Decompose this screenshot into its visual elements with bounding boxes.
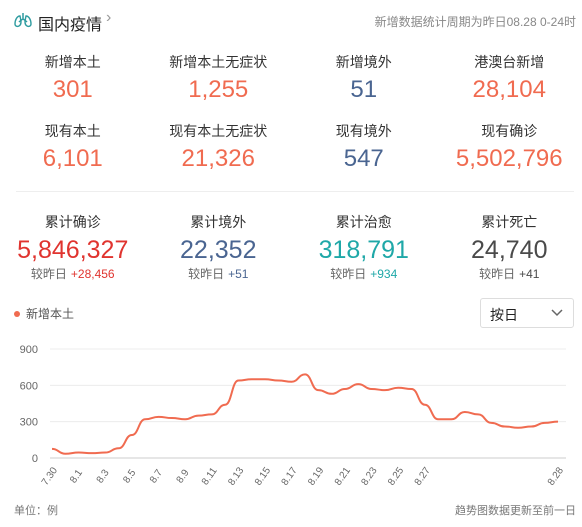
y-tick-label: 0	[32, 453, 38, 465]
x-tick-label: 8.19	[306, 465, 326, 488]
stat-label: 累计死亡	[481, 214, 538, 230]
stat-card: 累计死亡 24,740 较昨日 +41	[437, 213, 582, 282]
chart-legend[interactable]: 新增本土	[14, 305, 74, 322]
stat-card: 新增本土无症状 1,255	[146, 53, 292, 105]
x-tick-label: 8.15	[253, 465, 273, 488]
stat-value: 1,255	[188, 76, 249, 103]
stat-delta: 较昨日 +28,456	[0, 265, 146, 282]
delta-value: +28,456	[70, 267, 115, 281]
stat-card: 累计治愈 318,791 较昨日 +934	[291, 213, 437, 282]
stats-row-total: 累计确诊 5,846,327 较昨日 +28,456 累计境外 22,352 较昨日 +51…	[0, 213, 582, 282]
stat-card: 累计确诊 5,846,327 较昨日 +28,456	[0, 213, 146, 282]
stats-row-current: 现有本土 6,101 现有本土无症状 21,326 现有境外 547 现有确诊 5,50…	[0, 122, 582, 174]
stat-value: 6,101	[42, 145, 103, 172]
delta-label: 较昨日	[330, 267, 367, 281]
x-tick-label: 8.28	[546, 465, 566, 488]
x-tick-label: 8.7	[148, 467, 165, 485]
stat-label: 现有境外	[335, 123, 392, 139]
x-tick-label: 8.13	[226, 465, 246, 488]
stats-row-new: 新增本土 301 新增本土无症状 1,255 新增境外 51 港澳台新增 28,104	[0, 53, 582, 105]
stat-value: 22,352	[180, 236, 257, 264]
stat-value: 28,104	[472, 76, 546, 103]
delta-value: +934	[370, 267, 398, 281]
x-tick-label: 8.17	[280, 465, 300, 488]
divider	[16, 191, 574, 192]
y-tick-label: 600	[20, 380, 38, 392]
period-select[interactable]: 按日	[480, 298, 574, 328]
stat-label: 现有本土	[44, 123, 101, 139]
stat-card: 新增境外 51	[291, 53, 437, 105]
unit-label: 单位：例	[14, 505, 58, 517]
y-tick-label: 300	[20, 417, 38, 429]
stat-card: 累计境外 22,352 较昨日 +51	[146, 213, 292, 282]
stat-period-note: 新增数据统计周期为昨日08.28 0-24时	[374, 15, 576, 29]
x-tick-label: 8.25	[386, 465, 406, 488]
stat-card: 现有本土无症状 21,326	[146, 122, 292, 174]
chevron-right-icon[interactable]: ›	[106, 9, 112, 26]
stat-label: 现有确诊	[481, 123, 538, 139]
y-tick-label: 900	[20, 344, 38, 356]
stat-value: 318,791	[318, 236, 409, 264]
stat-value: 547	[343, 145, 384, 172]
trend-chart: 0 300 600 900 7.30 8.1 8.3 8.5 8.7 8.9 8.11 8.13 8.1…	[20, 344, 567, 488]
stat-value: 21,326	[181, 145, 255, 172]
stat-label: 新增境外	[335, 54, 392, 70]
x-tick-label: 8.3	[95, 467, 112, 485]
stat-value: 24,740	[471, 236, 548, 264]
stat-card: 港澳台新增 28,104	[437, 53, 582, 105]
stat-value: 5,502,796	[455, 145, 563, 172]
page-title[interactable]: 国内疫情	[38, 17, 103, 34]
stat-label: 累计治愈	[335, 214, 392, 230]
stat-label: 累计境外	[190, 214, 247, 230]
stat-label: 新增本土无症状	[169, 54, 268, 70]
stat-label: 新增本土	[44, 54, 101, 70]
x-tick-label: 8.21	[333, 465, 353, 488]
delta-label: 较昨日	[188, 267, 225, 281]
stat-value: 51	[350, 76, 378, 103]
x-tick-label: 8.1	[68, 467, 85, 485]
delta-label: 较昨日	[30, 267, 67, 281]
x-tick-label: 8.9	[175, 467, 192, 485]
period-select-value: 按日	[490, 307, 518, 323]
delta-label: 较昨日	[479, 267, 516, 281]
series-line-new-local	[51, 373, 559, 455]
delta-value: +51	[228, 267, 249, 281]
chevron-down-icon	[551, 309, 563, 317]
stat-label: 港澳台新增	[474, 54, 545, 70]
x-tick-label: 8.27	[413, 465, 433, 488]
lungs-icon	[14, 13, 32, 28]
stat-value: 5,846,327	[17, 236, 129, 264]
x-tick-label: 7.30	[40, 465, 60, 488]
stat-card: 现有境外 547	[291, 122, 437, 174]
legend-dot-icon	[14, 310, 20, 317]
legend-label: 新增本土	[26, 307, 75, 321]
update-footnote: 趋势图数据更新至前一日	[455, 505, 576, 517]
x-tick-label: 8.5	[121, 467, 138, 485]
stat-value: 301	[52, 76, 93, 103]
stat-card: 现有确诊 5,502,796	[437, 122, 582, 174]
x-tick-label: 8.23	[359, 465, 379, 488]
stat-card: 现有本土 6,101	[0, 122, 146, 174]
stat-card: 新增本土 301	[0, 53, 146, 105]
stat-delta: 较昨日 +51	[146, 265, 292, 282]
stat-delta: 较昨日 +934	[291, 265, 437, 282]
stat-delta: 较昨日 +41	[437, 265, 582, 282]
delta-value: +41	[519, 267, 540, 281]
stat-label: 现有本土无症状	[169, 123, 268, 139]
header: 国内疫情 › 新增数据统计周期为昨日08.28 0-24时	[0, 0, 582, 40]
stat-label: 累计确诊	[44, 214, 101, 230]
x-tick-label: 8.11	[200, 465, 220, 487]
